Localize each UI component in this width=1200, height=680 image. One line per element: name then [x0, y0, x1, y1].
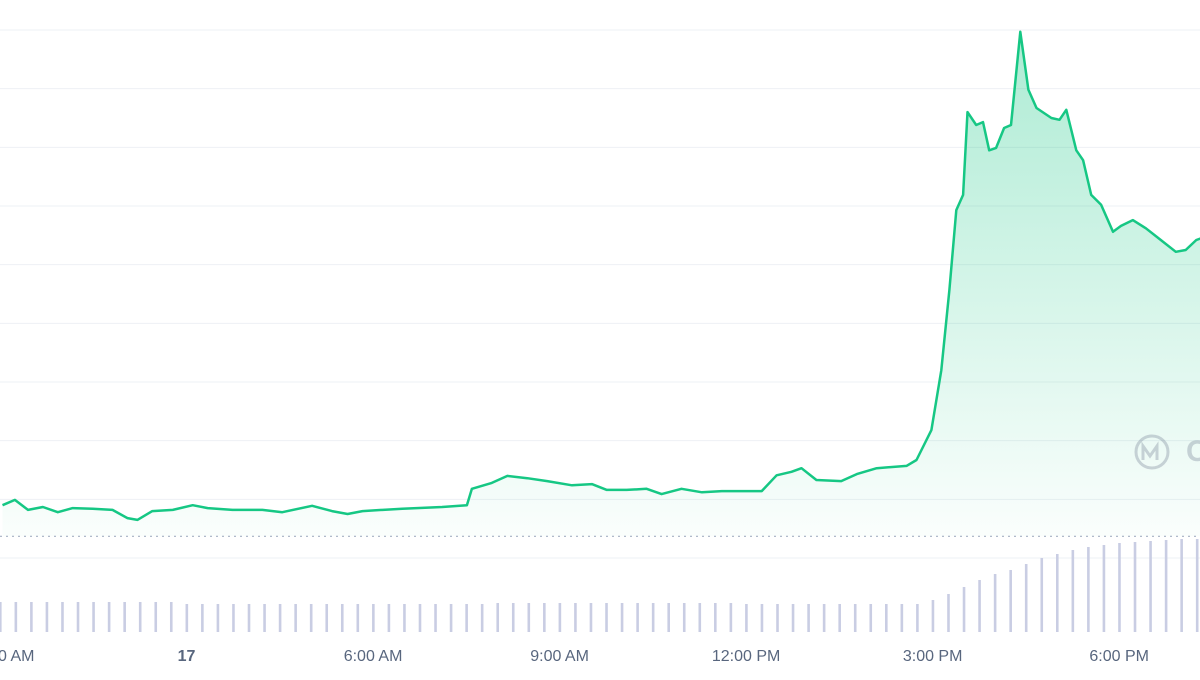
volume-bar	[714, 603, 717, 632]
volume-bar	[901, 604, 904, 632]
volume-bar	[512, 603, 515, 632]
volume-bar	[605, 603, 608, 632]
volume-bar	[372, 604, 375, 632]
volume-bar	[963, 587, 966, 632]
volume-bar	[947, 594, 950, 632]
volume-bar	[123, 602, 126, 632]
volume-bar	[30, 602, 33, 632]
volume-bar	[776, 604, 779, 632]
volume-bar	[154, 602, 157, 632]
volume-bar	[341, 604, 344, 632]
volume-bar	[1087, 547, 1090, 632]
volume-bar	[838, 604, 841, 632]
volume-bar	[854, 604, 857, 632]
volume-bar	[61, 602, 64, 632]
volume-bar	[434, 604, 437, 632]
volume-bar	[46, 602, 49, 632]
volume-bar	[186, 604, 189, 632]
volume-bar	[108, 602, 111, 632]
x-tick-label: 6:00 PM	[1089, 648, 1149, 665]
volume-bar	[543, 603, 546, 632]
volume-bar	[450, 604, 453, 632]
volume-bar	[496, 603, 499, 632]
volume-bar	[15, 602, 18, 632]
volume-bar	[1025, 564, 1028, 632]
volume-bar	[77, 602, 80, 632]
watermark-text: C	[1186, 435, 1200, 468]
volume-bar	[419, 604, 422, 632]
volume-bar	[621, 603, 624, 632]
volume-bar	[388, 604, 391, 632]
volume-bar	[745, 604, 748, 632]
volume-bar	[357, 604, 360, 632]
volume-bar	[761, 604, 764, 632]
volume-bar	[1072, 550, 1075, 632]
volume-bar	[279, 604, 282, 632]
volume-bar	[481, 604, 484, 632]
volume-bar	[730, 603, 733, 632]
volume-bar	[325, 604, 328, 632]
price-area	[3, 32, 1200, 536]
volume-bar	[1056, 554, 1059, 632]
volume-bar	[652, 603, 655, 632]
volume-bar	[932, 600, 935, 632]
volume-bar	[885, 604, 888, 632]
volume-bar	[1118, 543, 1121, 632]
x-tick-label: 17	[178, 648, 196, 665]
volume-bar	[201, 604, 204, 632]
x-tick-label: 6:00 AM	[344, 648, 403, 665]
x-tick-label: 3:00 PM	[903, 648, 963, 665]
x-tick-label: 9:00 AM	[530, 648, 589, 665]
x-tick-label: 0 AM	[0, 648, 34, 665]
volume-bar	[403, 604, 406, 632]
volume-bar	[869, 604, 872, 632]
volume-bar	[1103, 545, 1106, 632]
volume-bar	[1009, 570, 1012, 632]
volume-bar	[1040, 558, 1043, 632]
volume-bar	[232, 604, 235, 632]
volume-bar	[994, 574, 997, 632]
volume-bar	[294, 604, 297, 632]
volume-bar	[823, 604, 826, 632]
volume-bar	[527, 603, 530, 632]
volume-bar	[667, 603, 670, 632]
volume-bar	[1134, 542, 1137, 632]
volume-bar	[0, 602, 2, 632]
volume-bar	[1165, 540, 1168, 632]
volume-bar	[698, 603, 701, 632]
volume-bar	[636, 603, 639, 632]
volume-bar	[1180, 539, 1183, 632]
volume-bar	[139, 602, 142, 632]
volume-bar	[590, 603, 593, 632]
volume-bar	[1196, 539, 1199, 632]
volume-bar	[559, 603, 562, 632]
volume-bar	[170, 602, 173, 632]
volume-bar	[916, 604, 919, 632]
volume-bar	[683, 603, 686, 632]
volume-bar	[217, 604, 220, 632]
volume-bar	[263, 604, 266, 632]
volume-bar	[807, 604, 810, 632]
volume-bar	[978, 580, 981, 632]
volume-bar	[310, 604, 313, 632]
volume-bar	[248, 604, 251, 632]
volume-bar	[92, 602, 95, 632]
volume-bar	[465, 604, 468, 632]
volume-bar	[792, 604, 795, 632]
x-tick-label: 12:00 PM	[712, 648, 780, 665]
volume-bar	[574, 603, 577, 632]
volume-bar	[1149, 541, 1152, 632]
